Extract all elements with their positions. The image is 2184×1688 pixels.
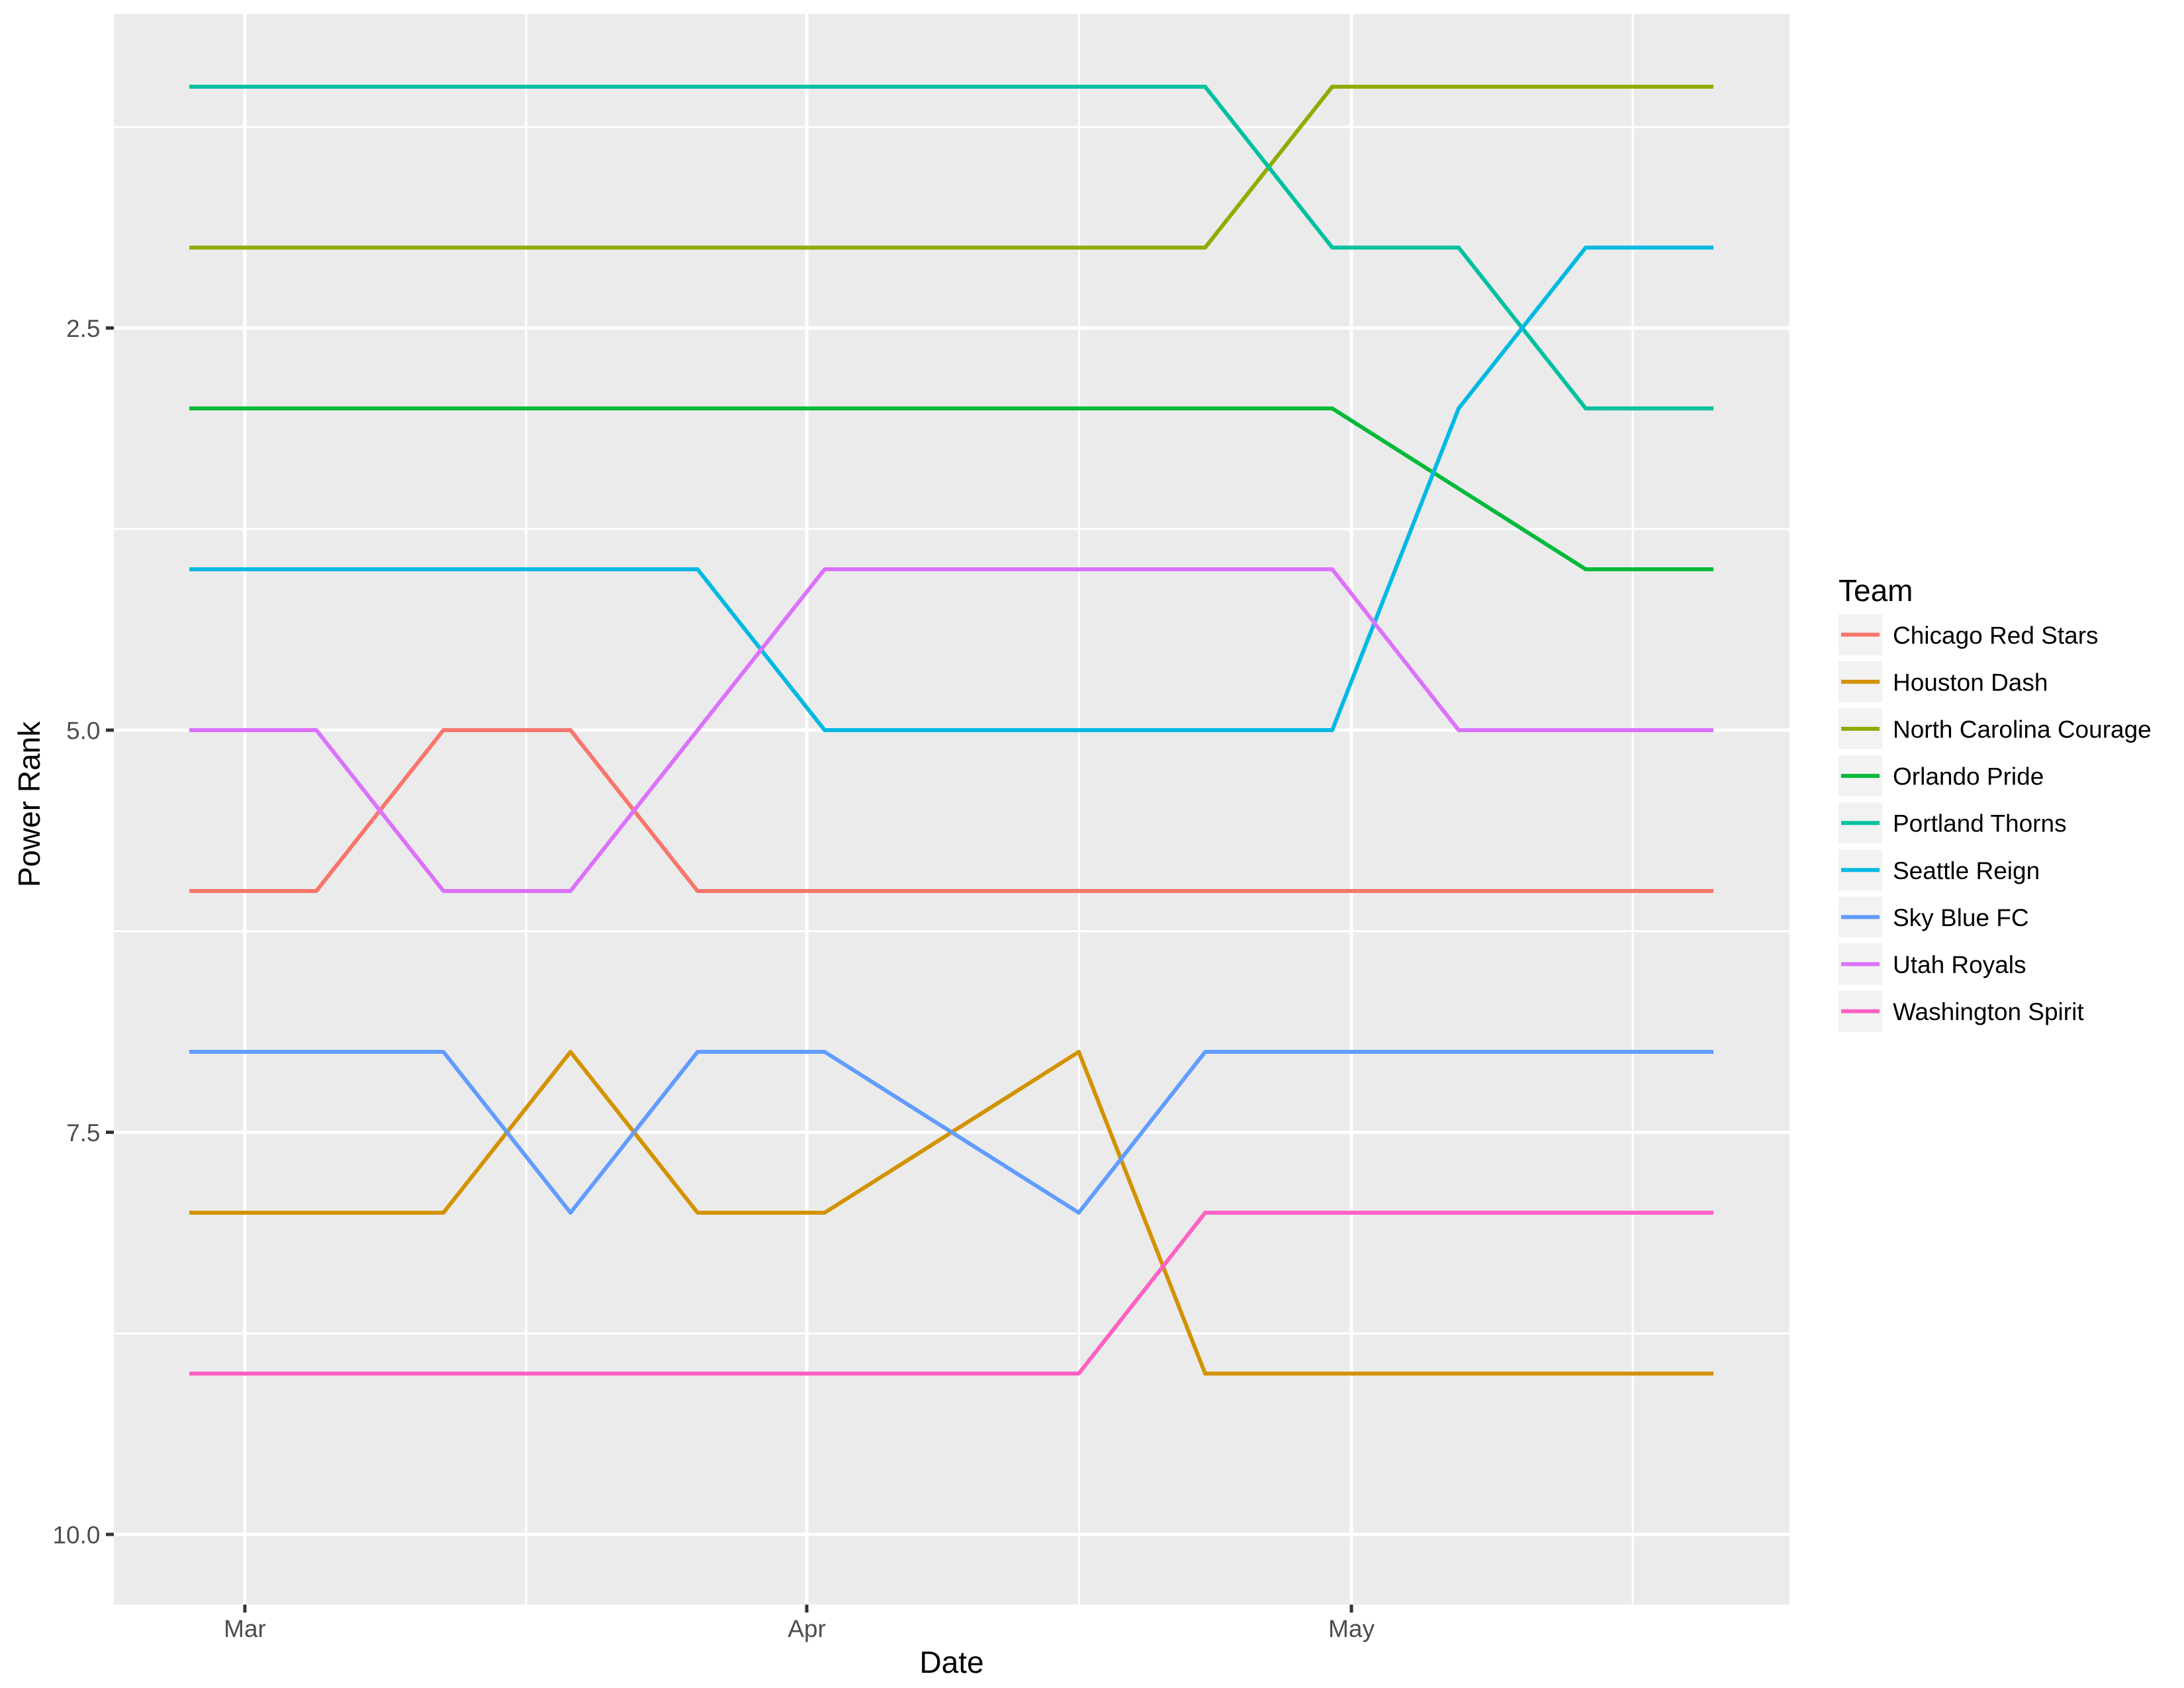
svg-text:Seattle Reign: Seattle Reign <box>1893 857 2040 884</box>
svg-text:Washington Spirit: Washington Spirit <box>1893 998 2084 1025</box>
svg-text:Mar: Mar <box>224 1615 266 1642</box>
svg-text:Power Rank: Power Rank <box>12 721 46 888</box>
svg-text:Orlando Pride: Orlando Pride <box>1893 763 2044 790</box>
svg-text:Date: Date <box>919 1645 983 1679</box>
svg-text:Apr: Apr <box>788 1615 826 1642</box>
svg-text:Houston Dash: Houston Dash <box>1893 669 2048 696</box>
svg-text:Sky Blue FC: Sky Blue FC <box>1893 904 2029 931</box>
svg-text:Team: Team <box>1839 573 1913 608</box>
svg-text:7.5: 7.5 <box>66 1119 100 1147</box>
svg-text:Chicago Red Stars: Chicago Red Stars <box>1893 622 2099 649</box>
svg-text:5.0: 5.0 <box>66 718 100 745</box>
svg-text:2.5: 2.5 <box>66 315 100 342</box>
svg-text:North Carolina Courage: North Carolina Courage <box>1893 716 2152 743</box>
svg-text:Utah Royals: Utah Royals <box>1893 951 2026 978</box>
svg-text:Portland Thorns: Portland Thorns <box>1893 810 2067 837</box>
svg-text:May: May <box>1328 1615 1375 1642</box>
svg-text:10.0: 10.0 <box>52 1522 100 1549</box>
